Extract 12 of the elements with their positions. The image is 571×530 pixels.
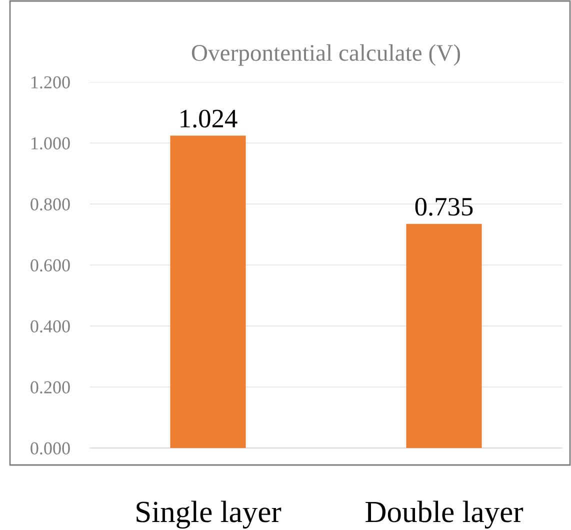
chart-title: Overpontential calculate (V) (192, 44, 460, 66)
y-tick-label: 0.800 (30, 198, 70, 211)
y-tick-label: 0.200 (30, 381, 70, 394)
y-tick-label: 0.400 (30, 320, 70, 333)
x-tick-label: Single layer (136, 500, 282, 529)
y-tick-label: 0.000 (30, 442, 70, 455)
y-tick-label: 1.000 (32, 137, 70, 150)
data-label: 0.735 (415, 198, 473, 216)
data-label: 1.024 (180, 110, 238, 128)
x-tick-label: Double layer (366, 500, 524, 529)
y-tick-label: 1.200 (32, 76, 70, 89)
y-tick-label: 0.600 (30, 259, 70, 272)
